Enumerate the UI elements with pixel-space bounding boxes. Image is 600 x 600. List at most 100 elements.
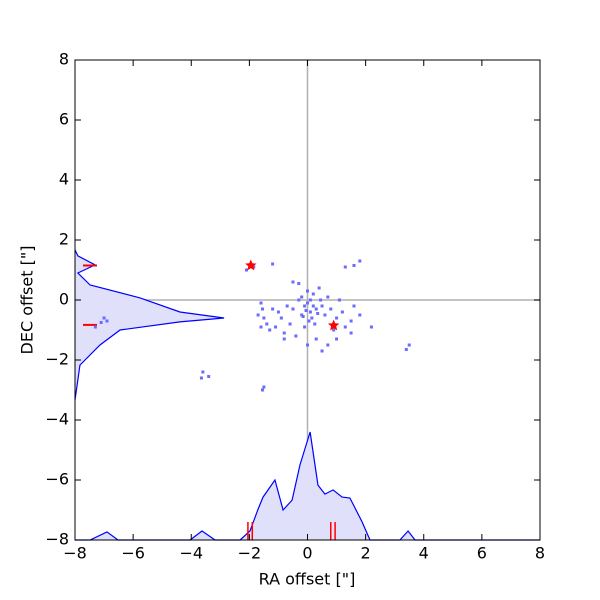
point: [304, 309, 308, 312]
point: [308, 298, 312, 302]
point: [358, 313, 362, 317]
point: [262, 385, 266, 389]
point: [323, 313, 327, 317]
point: [288, 322, 292, 326]
x-marginal: [75, 431, 540, 541]
point: [306, 289, 309, 293]
point: [319, 298, 323, 302]
point: [260, 307, 264, 311]
x-tick-label: 0: [302, 544, 312, 563]
point: [199, 376, 203, 380]
point: [326, 295, 330, 299]
point: [311, 292, 315, 296]
point: [326, 343, 330, 347]
point: [260, 388, 264, 392]
point: [102, 316, 106, 320]
x-marginal-fill: [75, 432, 540, 540]
point: [349, 331, 353, 335]
point: [320, 304, 324, 308]
point: [316, 312, 320, 315]
y-tick-label: −2: [45, 350, 69, 369]
y-tick-label: −8: [45, 530, 69, 549]
point: [303, 304, 307, 308]
point: [291, 280, 295, 284]
x-tick-label: −4: [179, 544, 203, 563]
y-tick-label: 8: [59, 50, 69, 69]
point: [93, 325, 97, 329]
point: [314, 337, 318, 341]
y-tick-label: 2: [59, 230, 69, 249]
point: [291, 307, 295, 311]
x-tick-label: 2: [361, 544, 371, 563]
point: [207, 375, 211, 378]
point: [343, 325, 347, 329]
point: [317, 286, 321, 290]
point: [314, 307, 318, 311]
point: [285, 304, 289, 308]
point: [279, 316, 283, 320]
point: [271, 262, 275, 266]
point: [256, 313, 260, 317]
point: [335, 316, 339, 320]
point: [352, 304, 356, 308]
y-tick-label: 0: [59, 290, 69, 309]
point: [301, 315, 305, 318]
point: [332, 328, 336, 332]
point: [310, 316, 314, 320]
point: [274, 325, 278, 329]
point: [276, 310, 280, 314]
point: [252, 265, 256, 269]
point: [303, 325, 307, 329]
point: [404, 348, 408, 351]
point: [313, 322, 317, 326]
x-tick-label: −2: [238, 544, 262, 563]
y-tick-label: 6: [59, 110, 69, 129]
point: [369, 325, 373, 329]
point: [337, 298, 341, 302]
star: [245, 259, 257, 271]
point: [262, 316, 266, 320]
point: [297, 282, 301, 285]
point: [271, 307, 275, 311]
point: [358, 259, 362, 263]
point: [300, 295, 304, 299]
x-tick-label: −6: [121, 544, 145, 563]
point: [306, 343, 309, 347]
point: [244, 268, 248, 272]
y-tick-label: −4: [45, 410, 69, 429]
point: [265, 322, 269, 326]
x-tick-label: 6: [477, 544, 487, 563]
y-tick-label: −6: [45, 470, 69, 489]
point: [343, 265, 347, 269]
point: [329, 307, 333, 311]
x-tick-label: 8: [535, 544, 545, 563]
point: [311, 304, 315, 308]
star: [327, 319, 340, 331]
point: [306, 301, 309, 305]
point: [282, 337, 286, 341]
point: [349, 319, 353, 323]
point: [105, 319, 109, 323]
x-tick-label: −8: [63, 544, 87, 563]
point: [407, 343, 411, 347]
x-axis-label: RA offset ["]: [259, 570, 356, 589]
point: [99, 321, 103, 324]
point: [320, 349, 324, 353]
point: [282, 331, 286, 335]
point: [307, 319, 311, 323]
point: [259, 301, 263, 305]
point: [259, 325, 263, 329]
point: [340, 310, 344, 314]
y-marginal-fill: [75, 249, 225, 400]
point: [335, 337, 339, 341]
point: [268, 328, 272, 332]
point: [308, 310, 312, 314]
point: [201, 370, 205, 374]
y-tick-label: 4: [59, 170, 69, 189]
x-tick-label: 4: [419, 544, 429, 563]
point: [352, 264, 356, 267]
point: [294, 334, 298, 338]
point: [297, 298, 301, 302]
y-axis-label: DEC offset ["]: [18, 246, 37, 355]
